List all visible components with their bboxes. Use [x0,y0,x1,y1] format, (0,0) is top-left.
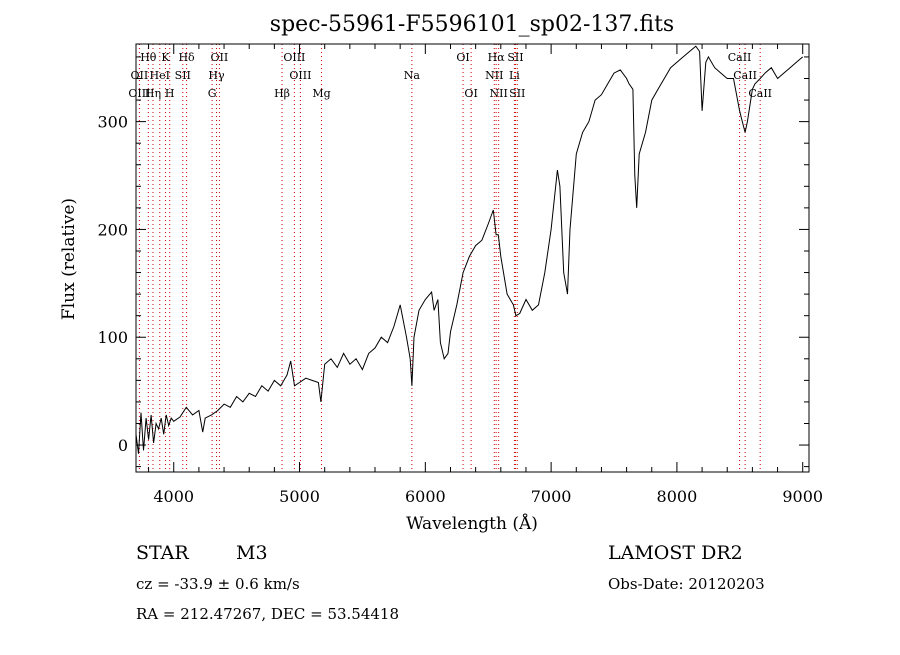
spectral-line-label: SII [507,51,523,64]
y-tick-label: 0 [118,436,128,455]
spectral-line-label: Hγ [208,69,225,82]
survey-name: LAMOST DR2 [608,542,743,564]
spectral-line-markers [138,44,761,472]
x-tick-label: 8000 [657,487,698,506]
spectral-line-label: SII [509,87,525,100]
x-tick-label: 7000 [531,487,572,506]
spectral-line-label: Hα [488,51,506,64]
spectrum-line [135,45,804,454]
x-tick-label: 6000 [405,487,446,506]
spectral-line-label: OIII [283,51,305,64]
y-axis-label: Flux (relative) [59,198,79,320]
spectral-line-label: Hβ [274,87,290,100]
spectral-line-label: Li [509,69,520,82]
spectral-line-label: OIII [128,87,150,100]
spectral-line-label: OII [131,69,149,82]
x-axis-label: Wavelength (Å) [406,513,538,534]
spectral-line-label: Na [404,69,421,82]
chart-title: spec-55961-F5596101_sp02-137.fits [270,12,674,37]
ra-dec: RA = 212.47267, DEC = 53.54418 [136,605,399,623]
spectral-line-label: CaII [733,69,757,82]
spectral-line-label: OII [211,51,229,64]
spectral-line-label: H [165,87,175,100]
obs-date: Obs-Date: 20120203 [608,575,765,593]
object-class: STAR [136,542,189,564]
x-tick-label: 5000 [279,487,320,506]
spectral-line-label: OI [464,87,477,100]
spectral-line-label: G [208,87,217,100]
spectral-line-label: Hη [145,87,161,100]
spectral-line-label: CaII [728,51,752,64]
spectral-line-label: Mg [312,87,330,100]
spectral-line-label: Hθ [140,51,157,64]
spectral-line-label: NII [490,87,508,100]
spectral-line-label: CaII [748,87,772,100]
plot-frame [135,43,810,473]
spectral-line-label: SII [175,69,191,82]
spectral-line-label: K [161,51,170,64]
y-tick-label: 100 [97,328,128,347]
spectral-line-label: NII [485,69,503,82]
object-subclass: M3 [236,542,268,564]
spectral-line-label: Hδ [178,51,195,64]
redshift-cz: cz = -33.9 ± 0.6 km/s [136,575,300,593]
spectral-line-label: OIII [289,69,311,82]
x-tick-label: 9000 [782,487,823,506]
spectral-line-label: OI [456,51,469,64]
x-tick-label: 4000 [153,487,194,506]
x-axis-ticks: 4000 5000 6000 7000 8000 9000 [148,44,823,506]
spectral-line-label: HeI [150,69,170,82]
y-tick-label: 300 [97,113,128,132]
y-tick-label: 200 [97,220,128,239]
y-axis-ticks: 0 100 200 300 [97,56,809,468]
